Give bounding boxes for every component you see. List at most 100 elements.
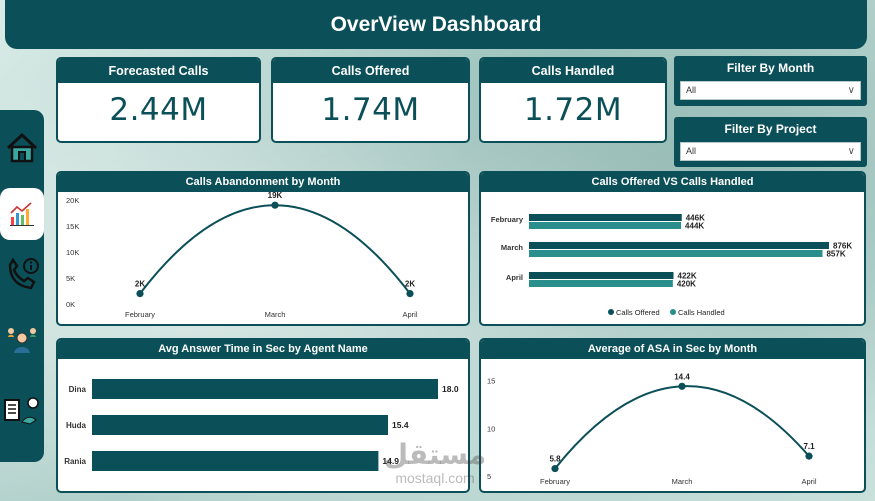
bar (92, 451, 379, 471)
x-tick-label: February (540, 477, 570, 486)
filter-month: Filter By Month All ∨ (674, 56, 867, 106)
kpi-label: Forecasted Calls (58, 59, 259, 83)
watermark: مستقل mostaql.com (380, 440, 490, 490)
x-tick-label: March (672, 477, 693, 486)
chart-title: Avg Answer Time in Sec by Agent Name (58, 340, 468, 359)
nav-calls[interactable] (0, 248, 44, 300)
panel-agent-answer-time: Avg Answer Time in Sec by Agent Name Din… (56, 338, 470, 493)
bar (529, 280, 673, 287)
y-tick-label: 15K (66, 222, 79, 231)
data-label: 5.8 (549, 455, 561, 464)
month-select[interactable]: All ∨ (680, 81, 861, 100)
data-label: 15.4 (392, 420, 409, 430)
y-tick-label: Huda (66, 421, 87, 430)
data-label: 19K (268, 192, 283, 200)
agents-icon (8, 328, 36, 353)
data-label: 420K (677, 280, 696, 289)
bar (529, 214, 682, 221)
y-tick-label: 10 (487, 424, 495, 433)
kpi-forecasted-calls: Forecasted Calls 2.44M (56, 57, 261, 143)
chart-title: Calls Offered VS Calls Handled (481, 173, 864, 192)
data-label: 14.9 (382, 456, 399, 466)
data-label: 876K (833, 242, 852, 251)
series-line (139, 204, 411, 295)
data-label: 14.4 (674, 372, 690, 381)
data-point (551, 464, 559, 473)
sidebar (0, 110, 44, 462)
kpi-label: Calls Offered (273, 59, 468, 83)
data-point (406, 290, 414, 298)
data-point (805, 452, 813, 460)
bar (92, 379, 438, 399)
nav-agents[interactable] (0, 314, 44, 366)
bar (529, 250, 823, 257)
data-label: 18.0 (442, 384, 459, 394)
project-select-value: All (686, 146, 697, 156)
nav-home[interactable] (0, 122, 44, 174)
y-tick-label: 0K (66, 300, 75, 309)
bar (92, 415, 389, 435)
data-label: 857K (826, 250, 845, 259)
kpi-calls-handled: Calls Handled 1.72M (479, 57, 667, 143)
bar (529, 222, 682, 229)
page-title: OverView Dashboard (330, 12, 542, 36)
y-tick-label: 20K (66, 196, 79, 205)
data-point (678, 382, 686, 390)
home-icon (6, 133, 38, 163)
y-tick-label: 10K (66, 248, 79, 257)
watermark-arabic: مستقل (383, 439, 487, 470)
data-point (271, 201, 279, 209)
data-label: 446K (686, 214, 705, 223)
legend-label: Calls Offered (616, 308, 660, 317)
y-tick-label: 5 (487, 472, 491, 481)
nav-reports[interactable] (0, 386, 44, 438)
report-icon (4, 397, 39, 425)
chart-title: Average of ASA in Sec by Month (481, 340, 864, 359)
series-line (554, 385, 810, 470)
legend-marker (608, 309, 614, 315)
x-tick-label: April (402, 310, 417, 319)
kpi-value: 2.44M (109, 92, 208, 128)
data-label: 422K (678, 272, 697, 281)
data-label: 444K (685, 222, 704, 231)
chevron-down-icon: ∨ (847, 146, 855, 157)
filter-project: Filter By Project All ∨ (674, 117, 867, 167)
asa-line-chart: 5 10 15 5.8 February 14.4 March 7.1 April (487, 372, 817, 486)
data-label: 7.1 (803, 442, 815, 451)
data-label: 2K (135, 280, 145, 289)
kpi-label: Calls Handled (481, 59, 665, 83)
panel-asa-month: Average of ASA in Sec by Month 5 10 15 5.8 F… (479, 338, 866, 493)
x-tick-label: February (125, 310, 155, 319)
watermark-url: mostaql.com (395, 470, 475, 486)
agent-answer-bar-chart: Dina 18.0 Huda 15.4 Rania 14.9 (64, 379, 459, 471)
y-tick-label: 15 (487, 377, 495, 386)
kpi-value: 1.74M (321, 92, 420, 128)
filter-project-label: Filter By Project (724, 122, 817, 136)
kpi-value: 1.72M (523, 92, 623, 128)
panel-abandonment: Calls Abandonment by Month 0K 5K 10K 15K 20K… (56, 171, 470, 326)
chart-icon (10, 202, 34, 226)
nav-overview[interactable] (0, 188, 44, 240)
y-tick-label: March (501, 243, 524, 252)
bar (529, 242, 829, 249)
month-select-value: All (686, 85, 697, 95)
y-tick-label: 5K (66, 274, 75, 283)
filter-month-label: Filter By Month (726, 61, 815, 75)
y-tick-label: February (491, 215, 524, 224)
y-tick-label: April (506, 273, 523, 282)
y-tick-label: Dina (69, 385, 87, 394)
project-select[interactable]: All ∨ (680, 142, 861, 161)
x-tick-label: April (801, 477, 816, 486)
bar (529, 272, 674, 279)
abandonment-line-chart: 0K 5K 10K 15K 20K 2K February 19K March 2K April (66, 191, 418, 319)
data-label: 2K (405, 280, 415, 289)
legend-label: Calls Handled (678, 308, 725, 317)
x-tick-label: March (265, 310, 286, 319)
phone-info-icon (8, 257, 39, 290)
chevron-down-icon: ∨ (847, 85, 855, 96)
dashboard-header: OverView Dashboard (5, 0, 867, 49)
y-tick-label: Rania (64, 457, 86, 466)
kpi-calls-offered: Calls Offered 1.74M (271, 57, 470, 143)
legend-marker (670, 309, 676, 315)
